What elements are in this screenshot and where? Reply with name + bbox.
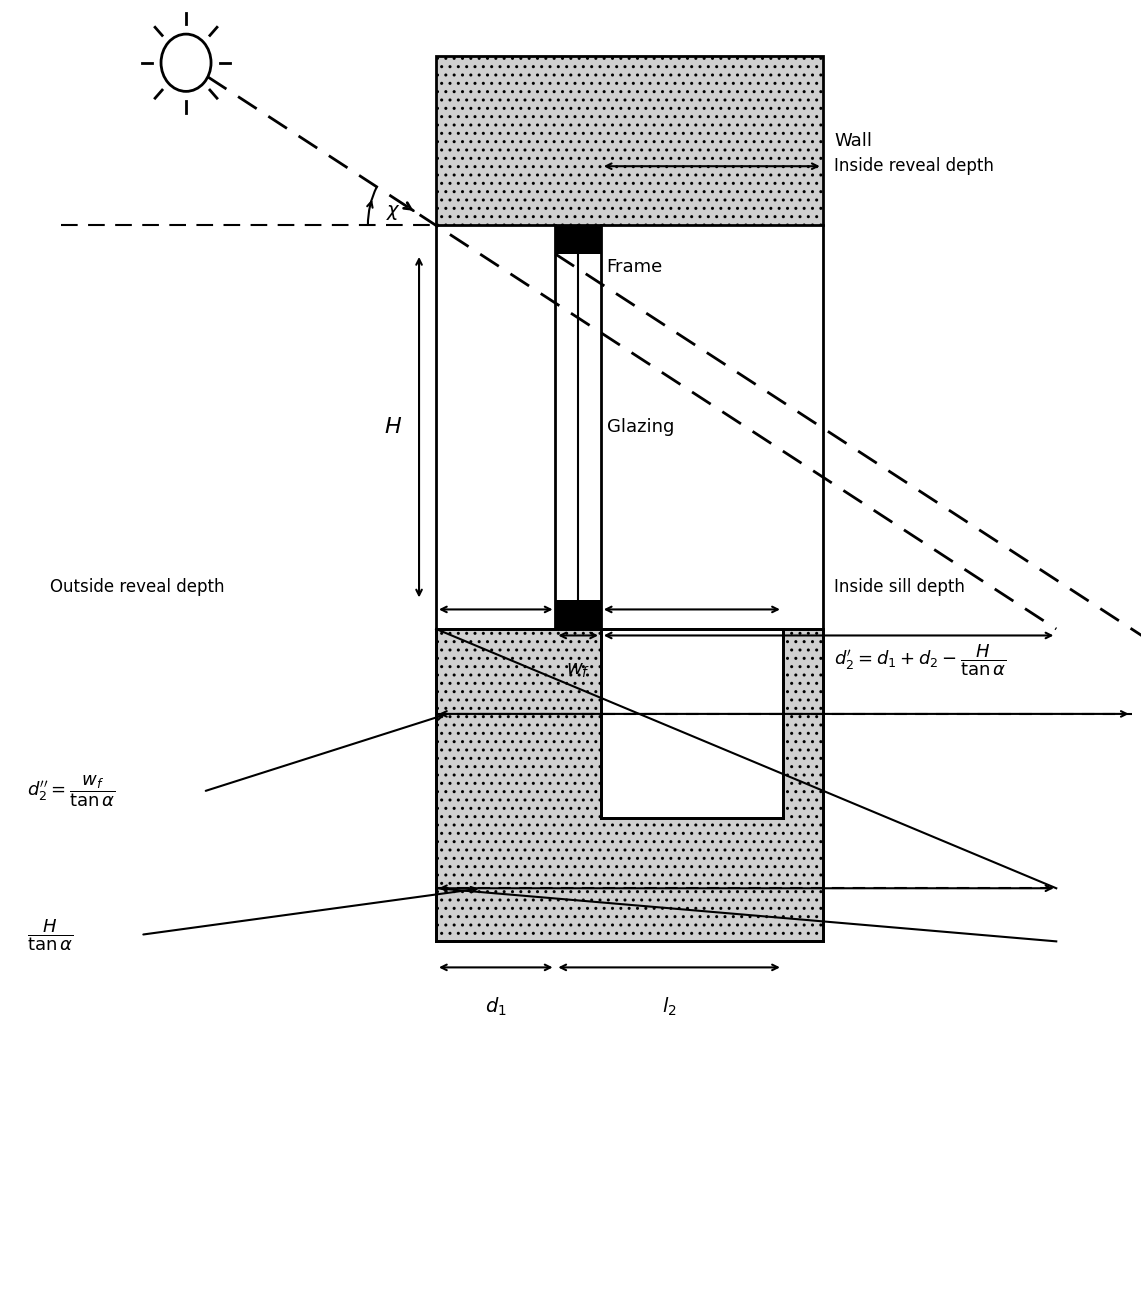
Text: $l_2$: $l_2$ xyxy=(662,996,677,1018)
Text: Inside reveal depth: Inside reveal depth xyxy=(834,157,994,176)
Text: $d_2' = d_1 + d_2 - \dfrac{H}{\tan\alpha}$: $d_2' = d_1 + d_2 - \dfrac{H}{\tan\alpha… xyxy=(834,642,1006,677)
Bar xyxy=(436,56,822,225)
Text: $d_2^{\prime\prime} = \dfrac{w_f}{\tan\alpha}$: $d_2^{\prime\prime} = \dfrac{w_f}{\tan\a… xyxy=(26,774,116,810)
Text: Frame: Frame xyxy=(607,258,663,276)
Bar xyxy=(436,629,822,942)
Text: Inside sill depth: Inside sill depth xyxy=(834,579,965,596)
Text: $\chi$: $\chi$ xyxy=(386,203,401,221)
Text: $w_f$: $w_f$ xyxy=(566,662,591,680)
Text: Outside reveal depth: Outside reveal depth xyxy=(49,579,224,596)
Bar xyxy=(601,629,783,817)
Text: Wall: Wall xyxy=(834,132,872,149)
Bar xyxy=(555,600,601,629)
Text: $H$: $H$ xyxy=(384,417,402,439)
Bar xyxy=(555,225,601,254)
Text: Glazing: Glazing xyxy=(607,418,674,436)
Text: $d_1$: $d_1$ xyxy=(484,996,506,1018)
Text: $\dfrac{H}{\tan\alpha}$: $\dfrac{H}{\tan\alpha}$ xyxy=(26,917,73,952)
